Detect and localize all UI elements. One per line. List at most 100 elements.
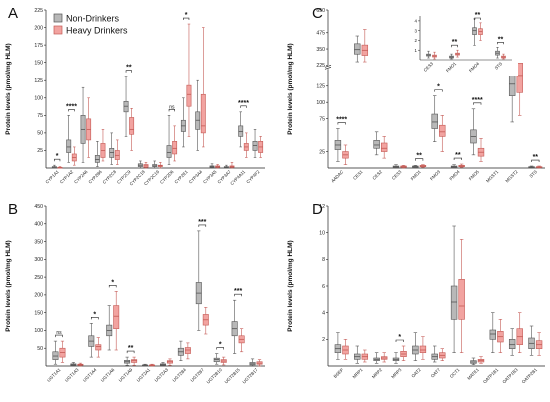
panel-letter: B — [8, 201, 18, 218]
significance-bracket — [473, 102, 482, 105]
category-label: OATP1B3 — [501, 367, 519, 385]
category-label: UGT1A4 — [82, 367, 98, 383]
category-CYP4A11: CYP4A11 — [229, 111, 249, 186]
legend-entry: Heavy Drinkers — [66, 26, 128, 36]
category-label: CYP4A11 — [229, 169, 246, 186]
category-MRP1: MRP1 — [352, 345, 369, 379]
heavy-drinkers-box — [172, 141, 178, 155]
y-tick-label: 175 — [34, 43, 43, 49]
significance-bracket — [234, 293, 242, 297]
significance-label: ** — [533, 154, 539, 161]
inset-significance-bracket — [451, 44, 458, 48]
significance-label: * — [56, 153, 59, 160]
category-UGT2B17: UGT2B17 — [241, 358, 263, 385]
category-label: OCT1 — [449, 367, 461, 379]
category-FMO4: FMO4 — [448, 163, 465, 181]
y-tick-label: 75 — [319, 116, 325, 122]
category-label: CYP2C19 — [143, 169, 161, 187]
heavy-drinkers-box — [380, 142, 388, 152]
category-label: CYP1A1 — [44, 169, 60, 185]
category-label: CYP2B6 — [87, 169, 103, 185]
category-label: UGT2B10 — [206, 367, 224, 385]
heavy-drinkers-box — [516, 62, 523, 93]
panel-A: A Protein levels (pmol/mg HLM) 25 50 75 100 12… — [5, 5, 265, 187]
y-tick-label: 225 — [316, 63, 325, 69]
y-tick-label: 50 — [37, 131, 43, 137]
significance-bracket — [337, 122, 346, 125]
significance-label: ** — [416, 153, 422, 160]
inset-non-drinkers-box — [472, 27, 477, 35]
category-label: OATP1B1 — [482, 367, 500, 385]
y-tick-label: 350 — [34, 239, 43, 245]
heavy-drinkers-box — [439, 124, 446, 137]
panel-letter: D — [312, 201, 323, 218]
y-tick-label: 350 — [316, 47, 325, 53]
axis-break-mark — [324, 66, 332, 70]
non-drinkers-box — [94, 155, 100, 163]
inset-background — [408, 10, 518, 76]
category-label: UGT2A1 — [136, 367, 152, 383]
category-label: FMO1 — [410, 169, 423, 182]
heavy-drinkers-box — [419, 345, 427, 353]
significance-label: * — [437, 84, 440, 91]
heavy-drinkers-box — [200, 93, 206, 134]
significance-label: * — [219, 342, 222, 349]
y-tick-label: 225 — [34, 8, 43, 14]
category-label: CYP2D6 — [159, 169, 175, 185]
inset-y-tick-label: 4 — [415, 18, 418, 23]
category-OATP1B1: OATP1B1 — [482, 312, 504, 385]
category-label: OAT2 — [410, 367, 422, 379]
category-CYP1A2: CYP1A2 — [59, 115, 77, 185]
category-UGT2A1: UGT2A1 — [136, 363, 156, 383]
legend-entry: Non-Drinkers — [66, 14, 120, 24]
y-tick-label: 150 — [34, 60, 43, 66]
y-tick-label: 8 — [322, 257, 325, 263]
y-tick-label: 125 — [34, 78, 43, 84]
category-label: CYP2E1 — [173, 169, 189, 185]
category-label: CYP3A4 — [188, 169, 204, 185]
heavy-drinkers-box — [458, 279, 465, 320]
category-label: MATE1 — [466, 367, 480, 381]
significance-bracket — [531, 159, 540, 163]
significance-label: ** — [128, 345, 134, 352]
category-label: AADAC — [330, 169, 344, 183]
heavy-drinkers-box — [95, 344, 102, 351]
significance-bracket — [198, 224, 207, 227]
category-MRP3: MRP3 — [390, 345, 407, 380]
category-OATP1B3: OATP1B3 — [501, 312, 523, 385]
category-label: CYP4F2 — [245, 169, 261, 185]
category-UGT1A6: UGT1A6 — [100, 291, 120, 383]
category-label: CYP2C8 — [102, 169, 118, 185]
y-tick-label: 450 — [34, 204, 43, 210]
non-drinkers-box — [489, 329, 497, 340]
non-drinkers-box — [66, 139, 72, 153]
non-drinkers-box — [373, 140, 380, 149]
y-tick-label: 100 — [34, 96, 43, 102]
category-UGT2A3: UGT2A3 — [154, 358, 173, 383]
y-tick-label: 50 — [37, 346, 43, 352]
significance-bracket — [108, 285, 117, 288]
y-tick-label: 150 — [34, 310, 43, 316]
y-tick-label: 400 — [34, 222, 43, 228]
y-tick-label: 75 — [37, 113, 43, 119]
category-CYP4F2: CYP4F2 — [245, 129, 264, 185]
inset-significance-label: ** — [498, 36, 504, 43]
significance-bracket — [125, 70, 132, 73]
y-tick-label: 300 — [34, 257, 43, 263]
significance-bracket — [434, 89, 443, 92]
category-label: CYP1A2 — [59, 169, 75, 185]
significance-label: *** — [234, 288, 242, 295]
y-tick-label: 6 — [322, 284, 325, 290]
category-CYP2E1: CYP2E1 — [173, 23, 192, 185]
non-drinkers-box — [450, 285, 458, 320]
significance-label: **** — [336, 117, 347, 124]
inset-y-tick-label: 1 — [415, 48, 418, 53]
non-drinkers-box — [166, 145, 172, 158]
significance-bracket — [126, 350, 135, 354]
category-CYP2D6: CYP2D6 — [159, 115, 178, 185]
inset-y-tick-label: 2 — [415, 38, 418, 43]
category-UGT1A4: UGT1A4 — [82, 323, 102, 383]
inset-y-tick-label: 3 — [415, 28, 418, 33]
category-label: UGT1A3 — [64, 367, 80, 383]
category-label: MRP3 — [390, 367, 403, 380]
